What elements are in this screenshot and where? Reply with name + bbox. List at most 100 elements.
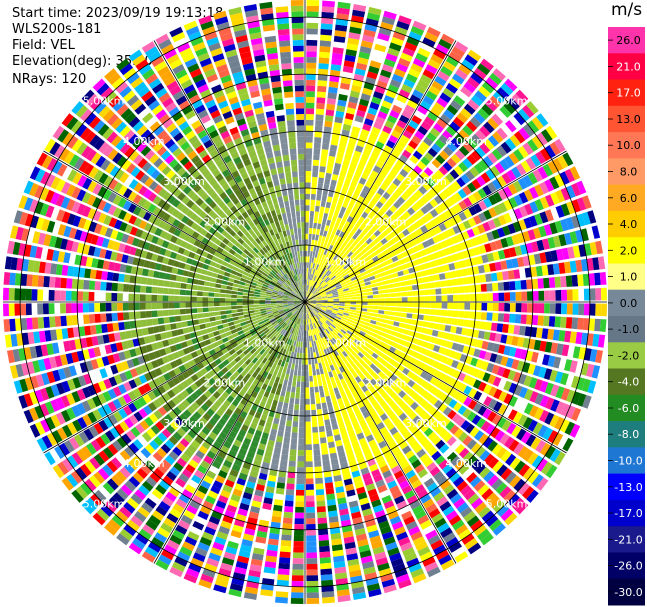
velocity-gate [429, 386, 439, 396]
velocity-gate [216, 573, 230, 583]
velocity-gate [320, 574, 333, 581]
velocity-gate [324, 313, 330, 318]
velocity-gate [550, 384, 560, 397]
velocity-gate [446, 310, 453, 317]
velocity-gate [480, 283, 487, 292]
velocity-gate [321, 296, 328, 299]
velocity-gate [439, 443, 450, 454]
velocity-gate [368, 241, 376, 248]
velocity-gate [242, 295, 249, 299]
velocity-gate [319, 368, 324, 375]
velocity-gate [43, 316, 50, 328]
velocity-gate [336, 273, 342, 279]
velocity-gate [418, 302, 425, 308]
velocity-gate [361, 299, 368, 302]
velocity-gate [231, 290, 238, 295]
velocity-gate [128, 284, 135, 293]
velocity-gate [336, 348, 342, 355]
velocity-gate [351, 350, 358, 357]
velocity-ray [305, 33, 455, 302]
velocity-gate [333, 210, 340, 217]
velocity-gate [362, 219, 370, 227]
velocity-gate [341, 261, 348, 268]
velocity-gate [569, 331, 577, 344]
velocity-gate [343, 255, 350, 262]
velocity-gate [491, 148, 503, 161]
velocity-gate [351, 225, 359, 233]
velocity-gate [292, 375, 297, 382]
velocity-ray [305, 302, 601, 379]
velocity-gate [305, 222, 309, 228]
velocity-gate [258, 443, 266, 451]
velocity-gate [330, 339, 335, 345]
velocity-gate [457, 344, 465, 353]
velocity-gate [565, 275, 573, 287]
velocity-gate [240, 497, 251, 506]
velocity-gate [342, 437, 350, 445]
velocity-gate [327, 304, 334, 307]
velocity-gate [348, 411, 356, 419]
velocity-gate [174, 309, 181, 315]
velocity-gate [314, 460, 322, 467]
velocity-gate [239, 502, 250, 511]
velocity-gate [333, 328, 339, 335]
velocity-gate [513, 478, 526, 492]
velocity-gate [373, 91, 384, 100]
velocity-gate [463, 81, 476, 93]
velocity-gate [477, 63, 491, 76]
velocity-gate [373, 449, 382, 458]
velocity-gate [300, 398, 305, 405]
velocity-gate [544, 145, 556, 159]
velocity-ray [305, 113, 549, 302]
velocity-gate [386, 422, 395, 431]
velocity-gate [587, 380, 597, 394]
velocity-gate [351, 403, 359, 412]
velocity-gate [310, 302, 317, 305]
velocity-gate [307, 324, 310, 331]
velocity-gate [378, 267, 385, 273]
velocity-gate [354, 169, 363, 177]
velocity-gate [179, 308, 186, 315]
velocity-gate [268, 475, 277, 482]
velocity-gate [409, 343, 417, 351]
velocity-gate [411, 278, 418, 285]
velocity-gate [315, 397, 321, 404]
velocity-gate [311, 341, 315, 347]
velocity-gate [507, 324, 515, 334]
velocity-gate [453, 302, 459, 310]
velocity-gate [434, 389, 444, 399]
velocity-gate [376, 252, 384, 259]
velocity-gate [306, 535, 317, 542]
velocity-gate [431, 513, 444, 524]
velocity-gate [451, 342, 459, 351]
velocity-gate [213, 584, 227, 594]
velocity-gate [341, 283, 348, 288]
velocity-gate [380, 525, 392, 535]
velocity-gate [321, 454, 330, 461]
velocity-gate [503, 313, 510, 323]
velocity-gate [569, 360, 578, 373]
velocity-gate [317, 286, 323, 292]
velocity-ray [305, 101, 539, 302]
velocity-gate [440, 559, 455, 571]
velocity-gate [344, 177, 352, 185]
velocity-gate [467, 182, 477, 193]
velocity-gate [318, 212, 324, 219]
velocity-gate [571, 274, 579, 287]
velocity-gate [318, 171, 325, 179]
velocity-gate [267, 439, 275, 447]
velocity-gate [329, 521, 340, 529]
velocity-gate [106, 271, 114, 281]
velocity-gate [401, 297, 408, 302]
velocity-gate [371, 412, 379, 421]
velocity-gate [311, 268, 314, 275]
velocity-gate [486, 283, 493, 292]
velocity-gate [315, 328, 319, 334]
velocity-gate [280, 372, 286, 379]
velocity-gate [408, 239, 417, 248]
velocity-gate [332, 549, 344, 557]
velocity-gate [276, 435, 283, 443]
velocity-gate [322, 315, 328, 320]
velocity-gate [441, 417, 451, 428]
velocity-gate [321, 343, 326, 350]
